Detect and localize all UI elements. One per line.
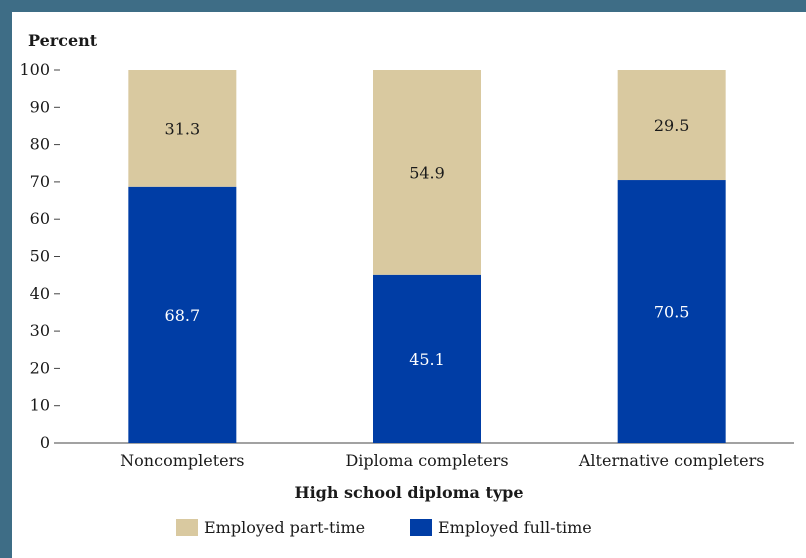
data-label: 54.9 bbox=[409, 163, 445, 182]
chart-panel: Percent 0 10 20 30 40 50 60 70 80 90 100 68.7 31.3 4… bbox=[12, 12, 806, 558]
bar-segment bbox=[373, 70, 481, 275]
bar-segment bbox=[373, 274, 481, 443]
data-label: 70.5 bbox=[654, 303, 690, 322]
x-tick-label: Alternative completers bbox=[578, 451, 765, 470]
x-tick-label: Diploma completers bbox=[345, 451, 508, 470]
y-tick-label: 30 bbox=[30, 321, 50, 340]
y-tick-label: 20 bbox=[30, 358, 50, 377]
legend-swatch bbox=[410, 519, 432, 536]
y-tick-label: 60 bbox=[30, 209, 50, 228]
y-tick-label: 40 bbox=[30, 284, 50, 303]
y-tick-label: 0 bbox=[40, 433, 50, 452]
x-tick-label: Noncompleters bbox=[120, 451, 244, 470]
bar-segment bbox=[128, 186, 237, 443]
data-label: 45.1 bbox=[409, 350, 445, 369]
bar-segment bbox=[617, 180, 726, 443]
legend: Employed part-time Employed full-time bbox=[176, 518, 592, 537]
legend-swatch bbox=[176, 519, 198, 536]
y-axis-title: Percent bbox=[28, 31, 98, 50]
y-tick-label: 10 bbox=[30, 396, 50, 415]
stacked-bar-chart: Percent 0 10 20 30 40 50 60 70 80 90 100 68.7 31.3 4… bbox=[19, 31, 794, 537]
data-label: 29.5 bbox=[654, 116, 690, 135]
bar-segment bbox=[128, 70, 237, 187]
y-tick-label: 100 bbox=[19, 60, 50, 79]
bar-segment bbox=[617, 70, 726, 181]
x-axis-title: High school diploma type bbox=[294, 483, 523, 502]
y-axis: 0 10 20 30 40 50 60 70 80 90 100 bbox=[19, 60, 60, 452]
y-tick-label: 80 bbox=[30, 135, 50, 154]
data-label: 68.7 bbox=[165, 306, 201, 325]
y-tick-label: 50 bbox=[30, 247, 50, 266]
y-tick-label: 70 bbox=[30, 172, 50, 191]
y-tick-label: 90 bbox=[30, 97, 50, 116]
x-axis: Noncompleters Diploma completers Alternati… bbox=[120, 451, 764, 470]
bars: 68.7 31.3 45.1 54.9 70.5 29.5 bbox=[128, 70, 726, 443]
data-label: 31.3 bbox=[165, 119, 201, 138]
legend-label: Employed full-time bbox=[438, 518, 592, 537]
legend-label: Employed part-time bbox=[204, 518, 365, 537]
